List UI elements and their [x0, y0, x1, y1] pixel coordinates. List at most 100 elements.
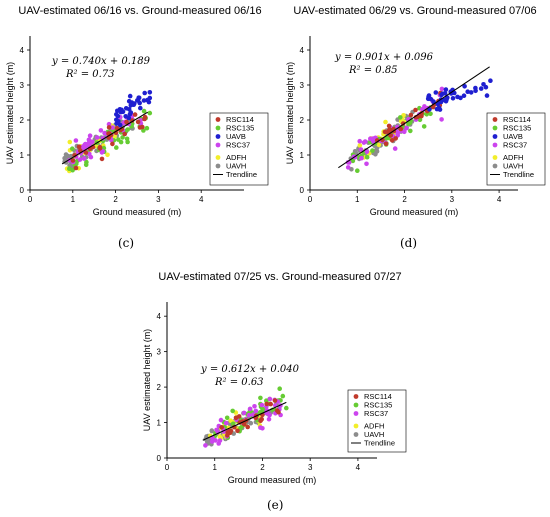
scatter-point-uavb: [138, 105, 143, 111]
scatter-point-rsc37: [81, 156, 87, 161]
scatter-point-adfh: [376, 142, 382, 148]
legend-marker: [215, 117, 221, 122]
scatter-point-rsc37: [439, 86, 445, 92]
y-tick-label: 2: [157, 383, 162, 392]
scatter-point-uavb: [119, 107, 124, 113]
scatter-point-rsc114: [110, 141, 115, 147]
scatter-point-rsc135: [421, 124, 427, 129]
legend-marker: [353, 432, 359, 437]
scatter-point-rsc114: [419, 111, 424, 116]
scatter-point-rsc114: [129, 118, 135, 123]
scatter-point-rsc37: [77, 157, 83, 162]
legend-label: Trendline: [503, 170, 534, 179]
r-squared-label: R² = 0.63: [214, 377, 264, 388]
scatter-chart-c: UAV-estimated 06/16 vs. Ground-measured …: [5, 5, 269, 217]
scatter-point-rsc114: [258, 418, 263, 424]
scatter-point-adfh: [67, 139, 73, 145]
scatter-point-rsc37: [98, 128, 104, 133]
y-axis-label: UAV estimated height (m): [142, 329, 152, 431]
scatter-point-adfh: [357, 143, 363, 148]
x-tick-label: 4: [497, 195, 502, 204]
scatter-point-uavb: [450, 96, 456, 101]
scatter-point-rsc114: [73, 165, 79, 171]
scatter-point-uavb: [147, 90, 153, 95]
scatter-point-rsc114: [235, 428, 240, 434]
legend-label: RSC37: [226, 141, 250, 150]
scatter-point-rsc114: [76, 144, 82, 150]
scatter-point-rsc135: [238, 425, 243, 431]
legend-marker: [215, 134, 221, 139]
legend-label: RSC37: [364, 409, 388, 418]
legend-marker: [492, 117, 498, 122]
scatter-point-rsc114: [386, 123, 392, 129]
legend-marker: [492, 134, 498, 139]
legend-label: UAVH: [226, 162, 246, 171]
scatter-point-rsc135: [355, 168, 360, 173]
scatter-point-rsc135: [260, 406, 265, 411]
scatter-point-rsc114: [272, 398, 278, 403]
legend-marker: [492, 163, 498, 169]
scatter-point-rsc135: [84, 159, 89, 165]
scatter-point-adfh: [383, 119, 388, 125]
y-tick-label: 1: [157, 419, 162, 428]
scatter-point-rsc114: [142, 116, 147, 122]
scatter-point-uavb: [117, 122, 123, 128]
y-tick-label: 4: [20, 46, 25, 55]
legend-marker: [215, 125, 221, 131]
scatter-point-rsc37: [209, 439, 215, 444]
scatter-point-uavb: [458, 95, 463, 101]
scatter-point-rsc135: [141, 128, 146, 133]
x-tick-label: 1: [213, 463, 218, 472]
x-tick-label: 1: [71, 195, 76, 204]
y-axis-label: UAV estimated height (m): [285, 62, 295, 164]
scatter-point-uavb: [435, 101, 441, 107]
scatter-point-rsc135: [364, 154, 370, 160]
scatter-point-uavb: [434, 106, 440, 112]
legend-label: ADFH: [503, 153, 523, 162]
scatter-point-rsc114: [413, 107, 418, 113]
scatter-point-uavb: [127, 93, 133, 99]
scatter-point-rsc114: [389, 138, 395, 143]
scatter-point-rsc37: [266, 416, 272, 422]
legend-label: Trendline: [364, 439, 395, 448]
legend-marker: [353, 402, 359, 408]
chart-panel-c: UAV-estimated 06/16 vs. Ground-measured …: [0, 0, 280, 217]
scatter-point-rsc114: [386, 128, 392, 134]
scatter-point-rsc37: [439, 117, 444, 122]
scatter-point-rsc37: [359, 155, 364, 161]
scatter-point-rsc37: [100, 149, 105, 154]
scatter-point-rsc114: [99, 156, 105, 162]
scatter-point-uavh: [209, 428, 215, 434]
scatter-point-uavh: [248, 420, 254, 426]
scatter-point-uavb: [488, 78, 493, 83]
trendline: [61, 111, 148, 165]
scatter-point-rsc37: [267, 396, 273, 402]
scatter-point-rsc135: [230, 408, 235, 414]
legend-box: [209, 112, 269, 186]
scatter-point-uavb: [481, 82, 486, 87]
x-tick-label: 1: [355, 195, 360, 204]
scatter-point-rsc135: [280, 393, 286, 399]
scatter-point-rsc135: [124, 136, 130, 142]
legend-label: UAVB: [503, 132, 523, 141]
legend-label: UAVB: [226, 132, 246, 141]
scatter-point-adfh: [217, 434, 223, 439]
legend-marker: [353, 423, 359, 429]
legend-marker: [492, 125, 498, 131]
scatter-point-rsc135: [350, 158, 356, 164]
scatter-point-rsc114: [408, 112, 414, 118]
scatter-point-uavb: [145, 97, 150, 103]
scatter-point-rsc37: [246, 412, 252, 418]
x-tick-label: 3: [308, 463, 313, 472]
scatter-point-rsc135: [258, 395, 263, 401]
scatter-point-rsc114: [122, 131, 127, 137]
scatter-point-rsc114: [70, 158, 76, 163]
scatter-point-rsc37: [358, 147, 364, 152]
y-axis-label: UAV estimated height (m): [5, 62, 15, 164]
legend-marker: [492, 142, 498, 148]
scatter-point-rsc135: [114, 145, 119, 150]
x-tick-label: 4: [356, 463, 361, 472]
scatter-point-uavb: [141, 98, 147, 103]
legend-label: RSC37: [503, 141, 527, 150]
scatter-point-rsc114: [245, 424, 250, 430]
